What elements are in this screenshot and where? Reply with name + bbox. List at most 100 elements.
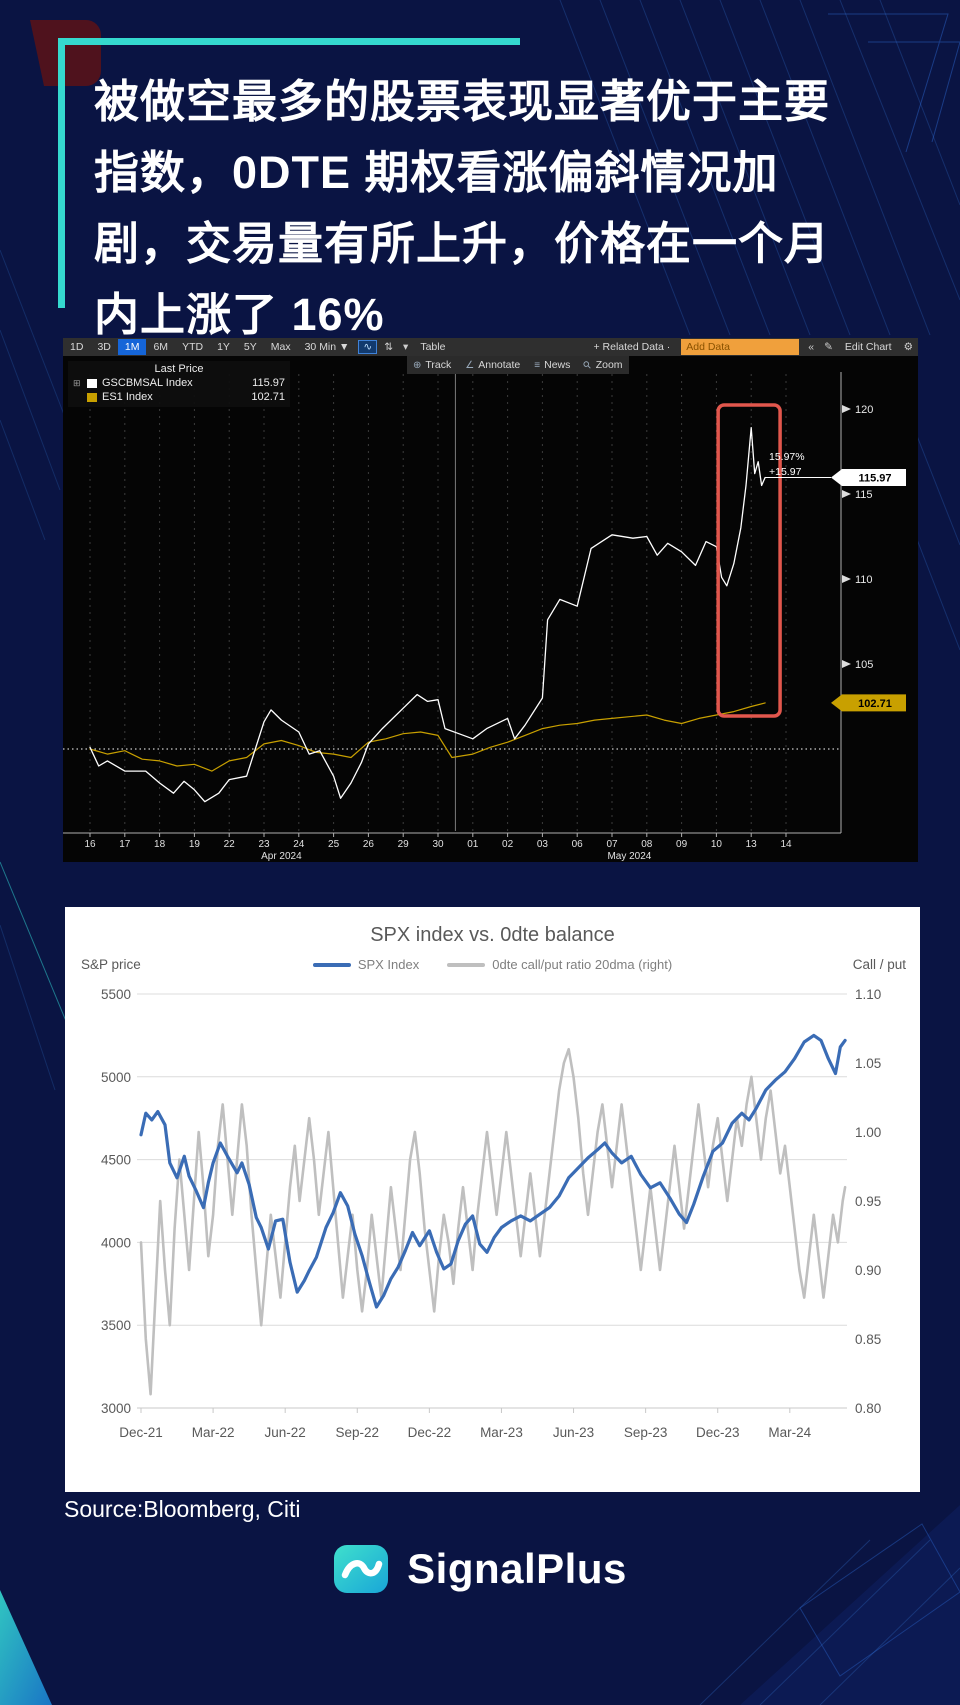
related-data-button[interactable]: + Related Data · bbox=[593, 341, 671, 353]
diagonal-lines-bottom-right bbox=[699, 1539, 960, 1705]
brand-logo: SignalPlus bbox=[0, 1540, 960, 1598]
zoom-tool-button[interactable]: ⚲ Zoom bbox=[582, 359, 623, 372]
news-tool-button[interactable]: ≡ News bbox=[534, 359, 570, 371]
x-day-label: 30 bbox=[432, 839, 444, 850]
right-tick-0.80: 0.80 bbox=[855, 1401, 881, 1416]
range-tab-6m[interactable]: 6M bbox=[153, 341, 169, 353]
x-tick-Dec-23: Dec-23 bbox=[696, 1425, 740, 1440]
spx-legend-item: SPX Index bbox=[312, 957, 420, 972]
headline-line-1: 被做空最多的股票表现显著优于主要 bbox=[94, 76, 831, 127]
right-tick-0.95: 0.95 bbox=[855, 1194, 881, 1209]
bloomberg-toolbar: 1D 3D 1M 6M YTD 1Y 5Y Max 30 Min ▼ ∿ ⇅ ▾ Table +… bbox=[63, 338, 918, 356]
x-tick-Mar-23: Mar-23 bbox=[480, 1425, 523, 1440]
x-day-label: 01 bbox=[467, 839, 479, 850]
track-tool-button[interactable]: ⊕ Track bbox=[413, 359, 451, 371]
range-tab-1y[interactable]: 1Y bbox=[217, 341, 230, 353]
diagonal-lines-left bbox=[0, 249, 71, 1091]
x-tick-Sep-23: Sep-23 bbox=[624, 1425, 668, 1440]
news-icon: ≡ bbox=[534, 359, 541, 371]
legend-series-name: GSCBMSAL Index bbox=[102, 377, 193, 389]
range-tab-ytd[interactable]: YTD bbox=[182, 341, 204, 353]
candlestick-icon[interactable]: ⇅ bbox=[384, 341, 394, 353]
headline-line-4: 内上涨了 16% bbox=[94, 289, 385, 340]
series-0dte-ratio bbox=[139, 1047, 847, 1396]
price-tag-es1 bbox=[831, 694, 906, 712]
x-tick-Sep-22: Sep-22 bbox=[335, 1425, 379, 1440]
range-tab-5y[interactable]: 5Y bbox=[243, 341, 257, 353]
left-tick-3000: 3000 bbox=[101, 1401, 131, 1416]
legend-title: Last Price bbox=[154, 363, 204, 375]
table-button[interactable]: Table bbox=[420, 341, 446, 353]
spx-legend-label: SPX Index bbox=[357, 957, 420, 972]
x-day-label: 16 bbox=[84, 839, 96, 850]
left-axis-label: S&P price bbox=[81, 957, 141, 972]
range-tab-max[interactable]: Max bbox=[270, 341, 291, 353]
annotate-tool-button[interactable]: ∠ Annotate bbox=[465, 359, 520, 371]
x-month-apr: Apr 2024 bbox=[261, 851, 302, 862]
chart-tools-bar: ⊕ Track ∠ Annotate ≡ News ⚲ Zoom bbox=[407, 356, 629, 374]
x-day-label: 08 bbox=[641, 839, 653, 850]
annotation-absolute: +15.97 bbox=[769, 466, 802, 478]
bloomberg-chart-panel: 1D 3D 1M 6M YTD 1Y 5Y Max 30 Min ▼ ∿ ⇅ ▾ Table +… bbox=[63, 338, 918, 862]
x-day-label: 07 bbox=[606, 839, 618, 850]
legend-series-value: 115.97 bbox=[252, 377, 285, 389]
bloomberg-plot: 15.97% +15.97 105 110 115 120 115.97 102.71 16 17… bbox=[63, 372, 906, 862]
bbg-gridlines bbox=[89, 374, 787, 831]
x-day-label: 13 bbox=[746, 839, 758, 850]
track-icon: ⊕ bbox=[413, 359, 422, 371]
x-day-label: 14 bbox=[780, 839, 792, 850]
legend-series-value: 102.71 bbox=[251, 391, 285, 403]
spike-highlight-box bbox=[716, 403, 782, 718]
line-chart-icon[interactable]: ∿ bbox=[358, 340, 378, 354]
right-tick-1.10: 1.10 bbox=[855, 987, 881, 1002]
series-es1-index bbox=[89, 702, 766, 772]
legend-series-name: ES1 Index bbox=[102, 391, 153, 403]
y-tick-120: 120 bbox=[855, 404, 873, 416]
pencil-icon[interactable]: ✎ bbox=[824, 341, 833, 353]
legend-row-gscbmsal[interactable]: ⊞ GSCBMSAL Index 115.97 bbox=[73, 376, 285, 390]
shade-bottom-right bbox=[740, 1505, 960, 1705]
edit-chart-button[interactable]: Edit Chart bbox=[844, 341, 892, 353]
add-data-input[interactable]: Add Data bbox=[681, 339, 800, 355]
x-day-label: 03 bbox=[537, 839, 549, 850]
left-tick-3500: 3500 bbox=[101, 1318, 131, 1333]
spx-plot: 5500 5000 4500 4000 3500 3000 1.10 1.05 1.00 0.95… bbox=[101, 987, 881, 1440]
price-tag-gscbmsal bbox=[831, 469, 906, 487]
right-tick-1.05: 1.05 bbox=[855, 1056, 881, 1071]
left-tick-4000: 4000 bbox=[101, 1235, 131, 1250]
legend-row-es1[interactable]: ES1 Index 102.71 bbox=[73, 390, 285, 404]
price-tag-value: 102.71 bbox=[858, 698, 892, 710]
teal-wedge-bottom-left bbox=[0, 1590, 52, 1705]
series-spx-index bbox=[139, 1033, 847, 1309]
x-day-label: 25 bbox=[328, 839, 340, 850]
x-day-label: 22 bbox=[224, 839, 236, 850]
x-month-may: May 2024 bbox=[607, 851, 651, 862]
x-day-label: 09 bbox=[676, 839, 688, 850]
spx-legend-label: 0dte call/put ratio 20dma (right) bbox=[492, 957, 673, 972]
range-tab-1d[interactable]: 1D bbox=[70, 341, 84, 353]
x-tick-Dec-21: Dec-21 bbox=[119, 1425, 163, 1440]
collapse-icon[interactable]: « bbox=[808, 341, 815, 353]
y-tick-115: 115 bbox=[855, 489, 873, 501]
x-day-label: 02 bbox=[502, 839, 514, 850]
range-tab-3d[interactable]: 3D bbox=[97, 341, 111, 353]
range-tabs: 1D 3D 1M 6M YTD 1Y 5Y Max 30 Min ▼ bbox=[63, 339, 356, 355]
expand-icon[interactable]: ⊞ bbox=[73, 378, 81, 388]
range-tab-1m[interactable]: 1M bbox=[117, 339, 147, 355]
x-day-label: 23 bbox=[258, 839, 270, 850]
x-tick-Jun-22: Jun-22 bbox=[265, 1425, 306, 1440]
range-tab-30min[interactable]: 30 Min ▼ bbox=[304, 341, 350, 353]
right-tick-1.00: 1.00 bbox=[855, 1125, 881, 1140]
x-day-label: 10 bbox=[711, 839, 723, 850]
legend-swatch bbox=[87, 378, 97, 388]
gear-icon[interactable]: ⚙ bbox=[903, 341, 913, 353]
annotation-percent: 15.97% bbox=[769, 451, 805, 463]
zoom-tool-label: Zoom bbox=[595, 359, 623, 371]
x-tick-Mar-24: Mar-24 bbox=[768, 1425, 811, 1440]
chart-type-caret-icon[interactable]: ▾ bbox=[403, 341, 409, 353]
x-day-label: 06 bbox=[572, 839, 584, 850]
annotate-icon: ∠ bbox=[465, 359, 475, 371]
x-day-label: 29 bbox=[398, 839, 410, 850]
source-note: Source:Bloomberg, Citi bbox=[64, 1496, 301, 1522]
x-day-label: 26 bbox=[363, 839, 375, 850]
